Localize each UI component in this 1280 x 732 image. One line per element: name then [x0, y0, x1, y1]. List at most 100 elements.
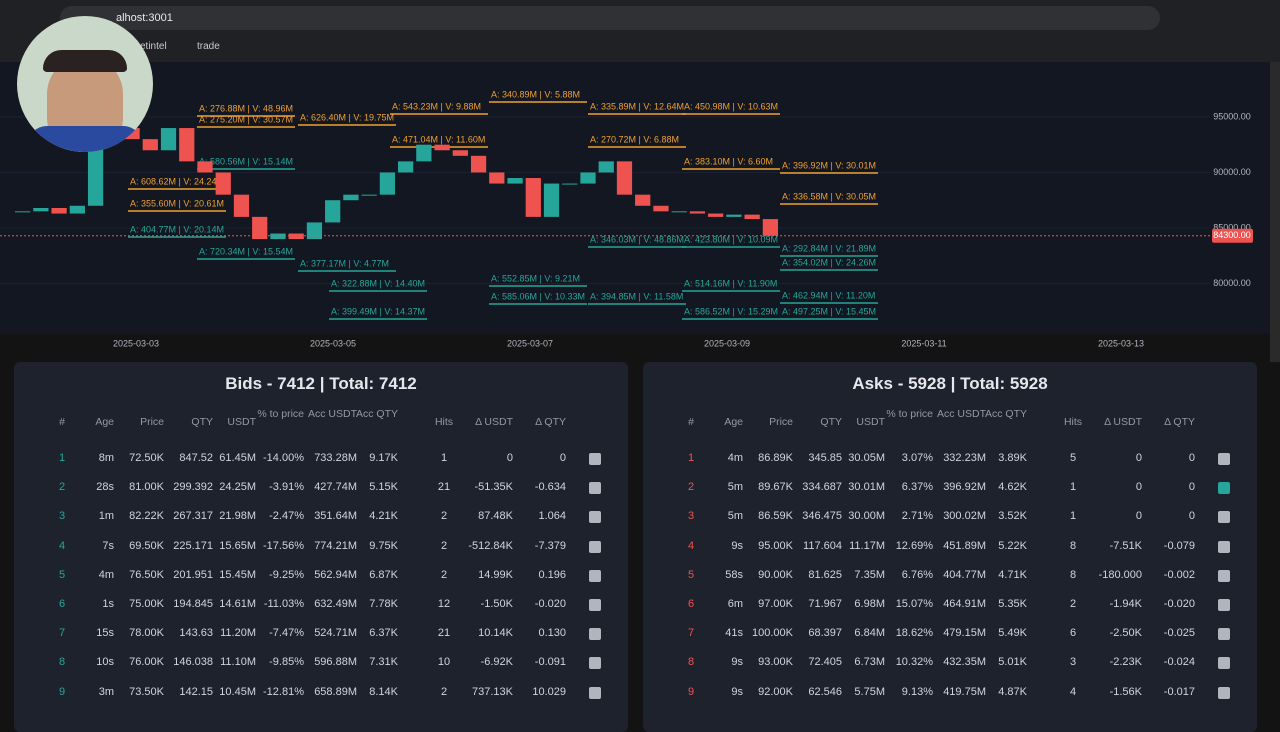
table-cell: 21 — [437, 627, 451, 640]
table-cell: 8m — [98, 452, 114, 464]
table-cell: 8 — [58, 656, 66, 669]
column-header: % to price — [886, 408, 933, 420]
candle — [653, 205, 669, 212]
column-header: Acc QTY — [355, 408, 398, 420]
table-cell: 1 — [440, 452, 448, 464]
table-cell: -51.35K — [474, 481, 513, 494]
chart-icon[interactable] — [589, 599, 601, 611]
candle — [252, 216, 268, 240]
chart-icon[interactable] — [1218, 569, 1230, 582]
chart-icon[interactable] — [1218, 482, 1230, 495]
table-cell: 7 — [58, 627, 66, 640]
table-cell: 1 — [687, 452, 695, 464]
chart-icon[interactable] — [589, 511, 601, 524]
candle — [306, 222, 323, 240]
table-cell: -0.020 — [534, 598, 566, 610]
table-cell: 6.84M — [854, 627, 885, 640]
level-label: A: 720.34M | V: 15.54M — [199, 246, 293, 256]
chart-icon[interactable] — [1218, 511, 1230, 524]
chart-bg — [0, 334, 1270, 362]
level-label: A: 335.89M | V: 12.64M — [590, 101, 684, 111]
table-cell: 4 — [1069, 685, 1077, 698]
candle — [142, 139, 158, 151]
table-cell: -0.024 — [1163, 656, 1195, 669]
candle — [744, 214, 760, 220]
table-cell: 75.00K — [129, 598, 164, 610]
bookmark[interactable]: trade — [197, 41, 220, 52]
table-cell: 419.75M — [943, 685, 986, 698]
y-tick-label: 90000.00 — [1213, 167, 1251, 177]
table-cell: 90.00K — [758, 568, 793, 581]
table-cell: 0 — [1135, 481, 1142, 494]
table-cell: 225.171 — [173, 539, 213, 552]
table-cell: -3.91% — [269, 481, 304, 494]
table-cell: 5 — [687, 568, 695, 581]
table-cell: 2 — [440, 685, 448, 698]
candle — [452, 150, 468, 156]
table-cell: 5 — [58, 568, 66, 581]
table-cell: 78.00K — [129, 627, 164, 640]
table-cell: 4.71K — [998, 568, 1027, 581]
table-cell: 1 — [1069, 481, 1077, 494]
candle — [580, 172, 596, 184]
chart-icon[interactable] — [589, 540, 601, 553]
table-cell: 5.22K — [998, 539, 1027, 552]
candle — [325, 200, 341, 223]
table-cell: 7.35M — [854, 568, 885, 581]
table-cell: 1 — [1069, 510, 1077, 523]
chart-icon[interactable] — [1218, 599, 1230, 611]
chart-icon[interactable] — [589, 686, 601, 699]
table-cell: -7.379 — [534, 539, 566, 552]
table-cell: 0 — [506, 452, 513, 464]
chart-icon[interactable] — [1218, 657, 1230, 670]
chart-icon[interactable] — [1218, 540, 1230, 553]
level-label: A: 292.84M | V: 21.89M — [782, 243, 876, 253]
table-cell: 6 — [1069, 627, 1077, 640]
url-bar[interactable]: alhost:3001 — [60, 6, 1160, 30]
table-cell: 5m — [727, 510, 743, 523]
chart-bg — [0, 62, 1270, 362]
level-label: A: 276.88M | V: 48.96M — [199, 103, 293, 113]
candle — [489, 172, 505, 184]
chart-icon[interactable] — [589, 657, 601, 670]
table-cell: 0.130 — [538, 627, 566, 640]
table-cell: 28s — [96, 481, 114, 494]
candle — [762, 219, 778, 236]
table-cell: 30.05M — [848, 452, 885, 464]
table-cell: 596.88M — [314, 656, 357, 669]
chart-icon[interactable] — [589, 482, 601, 495]
chart-icon[interactable] — [589, 628, 601, 641]
scrollbar[interactable] — [1270, 62, 1280, 362]
table-cell: 346.475 — [802, 510, 842, 523]
table-cell: 146.038 — [173, 656, 213, 669]
candle — [15, 211, 31, 213]
x-tick-label: 2025-03-07 — [507, 338, 553, 348]
chart-icon[interactable] — [1218, 628, 1230, 641]
table-cell: -1.94K — [1109, 598, 1142, 610]
table-cell: 72.405 — [808, 656, 842, 669]
table-cell: 299.392 — [173, 481, 213, 494]
table-cell: 86.89K — [758, 452, 793, 464]
candle — [233, 194, 250, 217]
table-cell: -1.56K — [1109, 685, 1142, 698]
column-header: Price — [140, 416, 164, 428]
chart-icon[interactable] — [589, 569, 601, 582]
level-label: A: 462.94M | V: 11.20M — [782, 290, 875, 300]
table-cell: 62.546 — [808, 685, 842, 698]
column-header: Acc USDT — [936, 408, 986, 420]
candle — [51, 207, 67, 214]
chart-icon[interactable] — [1218, 453, 1230, 465]
table-cell: 5m — [727, 481, 743, 494]
column-header: # — [59, 416, 65, 428]
chart-icon[interactable] — [589, 453, 601, 465]
table-cell: 332.23M — [943, 452, 986, 464]
candle — [562, 183, 578, 185]
chart-icon[interactable] — [1218, 686, 1230, 699]
table-cell: 562.94M — [314, 568, 357, 581]
table-cell: -2.47% — [269, 510, 304, 523]
table-cell: 71.967 — [808, 598, 842, 610]
asks-panel: Asks - 5928 | Total: 5928 # Age Price QTY USD… — [643, 362, 1257, 732]
table-cell: 15s — [96, 627, 114, 640]
bookmark[interactable]: etintel — [140, 41, 167, 52]
